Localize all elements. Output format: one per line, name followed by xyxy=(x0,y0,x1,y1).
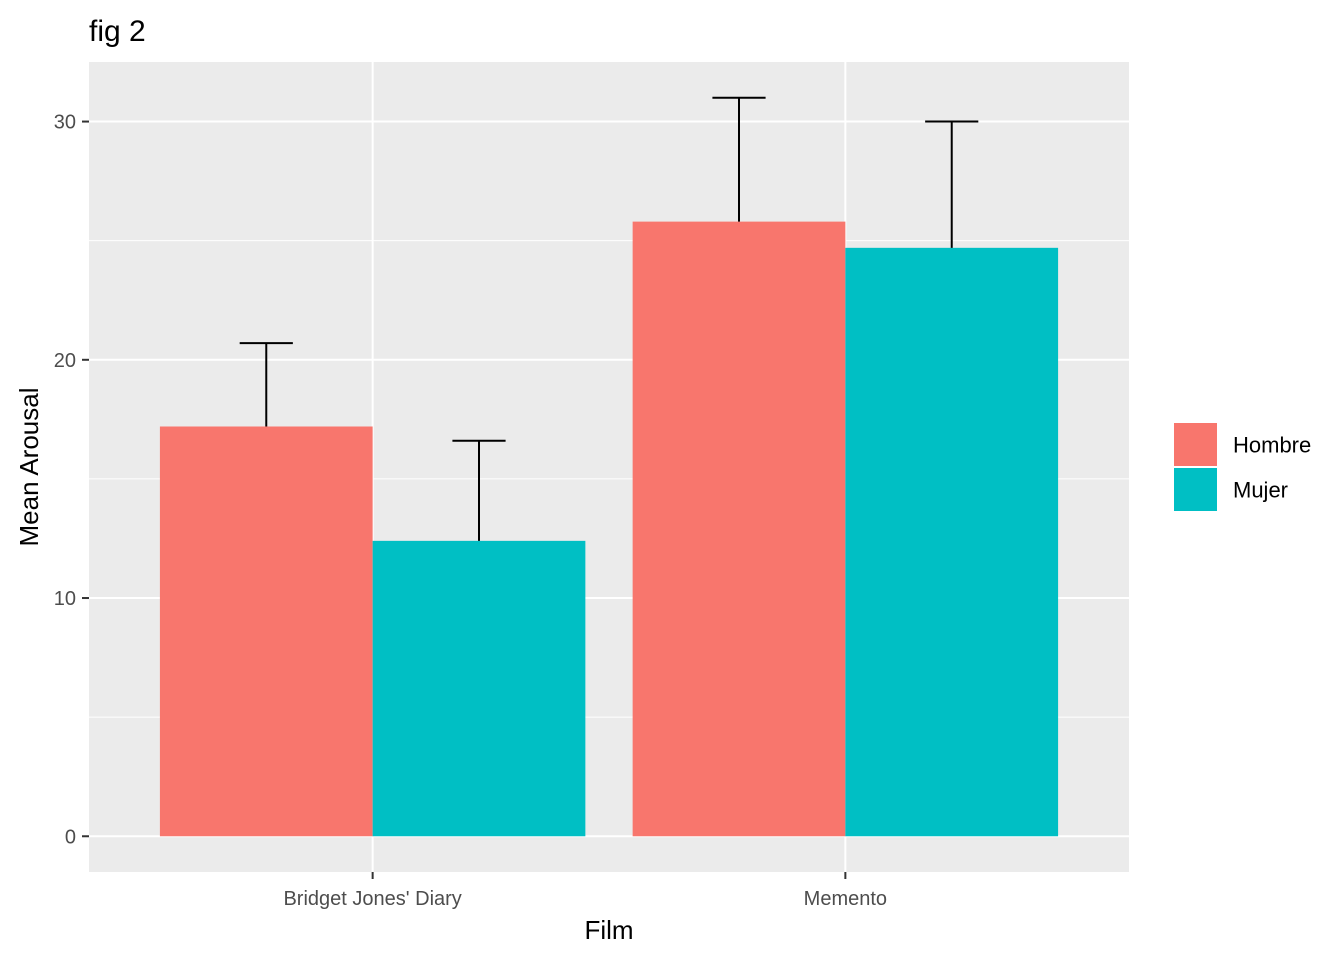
chart-title: fig 2 xyxy=(89,15,146,48)
y-tick-label: 30 xyxy=(54,112,76,134)
bar xyxy=(159,426,373,837)
y-axis-title: Mean Arousal xyxy=(14,388,44,547)
error-bars xyxy=(239,96,979,541)
legend-key xyxy=(1174,468,1217,511)
bar xyxy=(632,221,846,837)
x-axis: Bridget Jones' Diary Memento xyxy=(283,872,887,910)
x-tick-label: Bridget Jones' Diary xyxy=(283,888,461,910)
y-tick-label: 20 xyxy=(54,350,76,372)
legend: Hombre Mujer xyxy=(1174,423,1311,511)
bars xyxy=(159,221,1059,837)
y-axis: 0 10 20 30 xyxy=(54,112,89,848)
bar xyxy=(845,247,1059,837)
y-tick-label: 10 xyxy=(54,588,76,610)
legend-label: Hombre xyxy=(1233,433,1311,458)
x-axis-title: Film xyxy=(584,915,633,945)
bar xyxy=(372,540,586,837)
legend-label: Mujer xyxy=(1233,478,1288,503)
legend-key xyxy=(1174,423,1217,466)
y-tick-label: 0 xyxy=(65,826,76,848)
x-tick-label: Memento xyxy=(804,888,887,910)
